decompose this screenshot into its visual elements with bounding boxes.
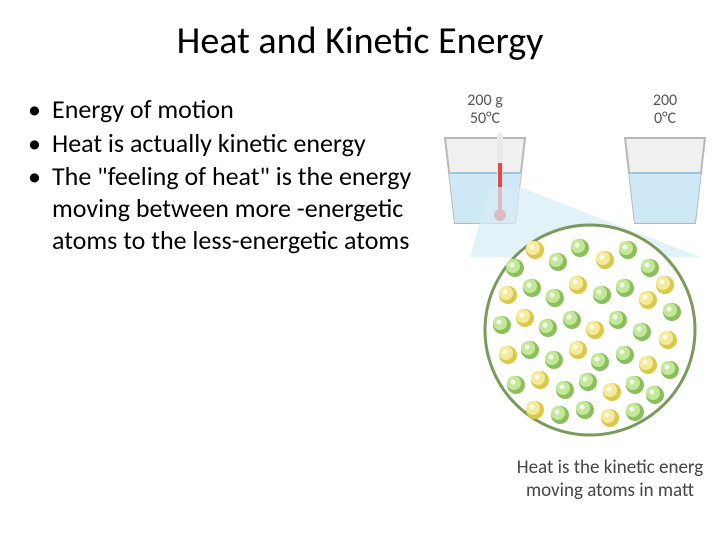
atom-icon bbox=[526, 401, 544, 419]
atom-icon bbox=[576, 401, 594, 419]
atom-icon bbox=[661, 361, 679, 379]
atom-icon bbox=[551, 406, 569, 424]
atom-icon bbox=[646, 386, 664, 404]
cup-hot-mass: 200 g bbox=[467, 91, 502, 110]
atom-icon bbox=[609, 311, 627, 329]
atom-icon bbox=[586, 321, 604, 339]
page-title: Heat and Kinetic Energy bbox=[0, 18, 720, 64]
atom-icon bbox=[603, 383, 621, 401]
caption-line-2: moving atoms in matt bbox=[526, 479, 694, 502]
cup-hot-label: 200 g 50°C bbox=[430, 92, 540, 129]
atom-icon bbox=[569, 341, 587, 359]
atom-icon bbox=[563, 311, 581, 329]
bullet-list: Energy of motion Heat is actually kineti… bbox=[28, 94, 433, 259]
atom-icon bbox=[531, 371, 549, 389]
cup-hot-temp: 50°C bbox=[470, 109, 500, 128]
atom-icon bbox=[493, 316, 511, 334]
atom-icon bbox=[526, 241, 544, 259]
atom-icon bbox=[499, 346, 517, 364]
atom-icon bbox=[579, 373, 597, 391]
atom-icon bbox=[616, 279, 634, 297]
atom-icon bbox=[639, 356, 657, 374]
atom-icon bbox=[601, 409, 619, 427]
atom-icon bbox=[507, 376, 525, 394]
atom-icon bbox=[626, 403, 644, 421]
atom-icon bbox=[506, 259, 524, 277]
atom-icon bbox=[639, 291, 657, 309]
atom-icon bbox=[656, 276, 674, 294]
atom-icon bbox=[633, 323, 651, 341]
atom-icon bbox=[546, 289, 564, 307]
atom-icon bbox=[569, 276, 587, 294]
atom-icon bbox=[626, 376, 644, 394]
atom-icon bbox=[659, 331, 677, 349]
atom-icon bbox=[571, 239, 589, 257]
atom-icon bbox=[663, 303, 681, 321]
cup-cold-mass: 200 bbox=[653, 91, 677, 110]
cup-cold-temp: 0°C bbox=[654, 109, 676, 128]
bullet-item: Energy of motion bbox=[28, 94, 433, 126]
molecule-disc bbox=[480, 220, 700, 440]
slide: Heat and Kinetic Energy Energy of motion… bbox=[0, 0, 720, 540]
atom-icon bbox=[556, 381, 574, 399]
atom-icon bbox=[523, 279, 541, 297]
atom-icon bbox=[499, 286, 517, 304]
cup-cold-label: 200 0°C bbox=[610, 92, 720, 129]
atom-icon bbox=[549, 253, 567, 271]
atom-icon bbox=[596, 251, 614, 269]
figure-caption: Heat is the kinetic energ moving atoms i… bbox=[470, 457, 720, 503]
bullet-item: Heat is actually kinetic energy bbox=[28, 128, 433, 160]
atom-icon bbox=[545, 351, 563, 369]
atom-icon bbox=[591, 353, 609, 371]
atom-icon bbox=[516, 309, 534, 327]
atom-icon bbox=[619, 241, 637, 259]
atom-icon bbox=[539, 319, 557, 337]
atom-icon bbox=[616, 346, 634, 364]
caption-line-1: Heat is the kinetic energ bbox=[517, 456, 704, 479]
figure-area: 200 g 50°C 200 0°C bbox=[420, 72, 720, 492]
bullet-item: The "feeling of heat" is the energy movi… bbox=[28, 161, 433, 256]
atom-icon bbox=[521, 341, 539, 359]
atom-icon bbox=[641, 259, 659, 277]
atom-icon bbox=[593, 286, 611, 304]
